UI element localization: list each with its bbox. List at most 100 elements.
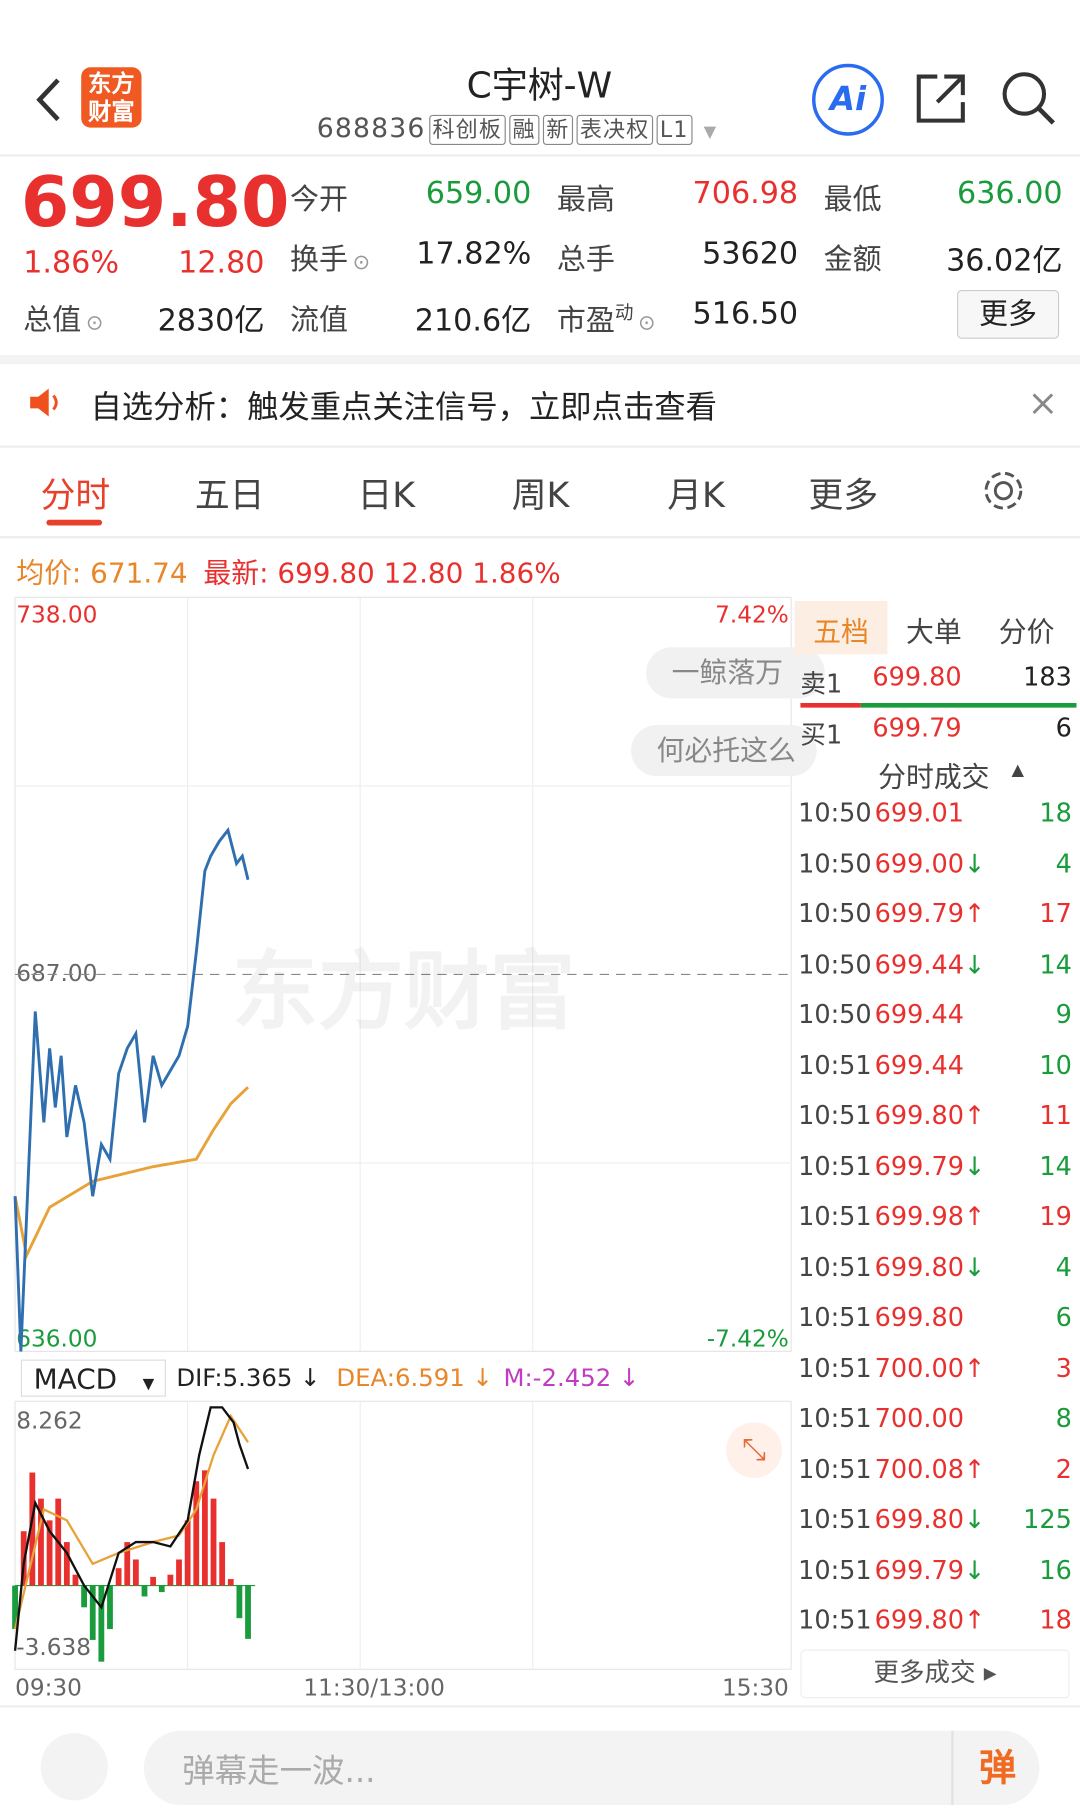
trade-volume: 18 [1039,1606,1072,1636]
label: 总值 [23,302,82,337]
info-line: 均价: 671.74 最新: 699.80 12.80 1.86% [16,550,560,591]
ai-button[interactable]: Ai [812,63,884,136]
y-tick-label: 8.262 [16,1408,82,1435]
close-button[interactable] [1030,391,1056,417]
change-value: 12.80 [383,556,464,590]
trade-price: 700.08↑ [874,1455,986,1485]
field-label: 流值 [290,302,349,337]
speaker-icon [30,388,58,417]
stock-code: 688836 科创板融新表决权 L1 ▼ [316,113,718,146]
macd-bar [29,1472,36,1586]
tab[interactable]: 月K [667,475,725,517]
code: 688836 [316,113,426,144]
trade-time: 10:50 [798,799,872,829]
macd-bar [107,1585,113,1630]
tab[interactable]: 更多 [808,475,879,517]
side-tab[interactable]: 大单 [905,615,962,649]
trade-price: 699.80↓ [874,1505,986,1535]
tab[interactable]: 分时 [40,475,111,517]
field-label: 总手 [556,242,615,277]
back-button[interactable] [32,77,64,123]
trade-row: 10:51 699.80↑ 11 [798,1102,1072,1137]
trade-arrow: ↑ [963,1455,986,1485]
trade-time: 10:51 [798,1102,872,1132]
trade-volume: 18 [1039,799,1072,829]
book-volume: 183 [1023,663,1072,693]
trade-time: 10:51 [798,1253,872,1283]
comment-icon[interactable] [40,1733,108,1801]
expand-button[interactable]: ⤡ [726,1422,782,1478]
logo[interactable]: 东方财富 [81,67,142,128]
more-trades-button[interactable]: 更多成交 ▸ [800,1649,1070,1699]
trade-price: 699.44↓ [874,950,986,980]
avg-label: 均价: [16,556,82,590]
field-label: 换手 ⊙ [290,242,371,277]
macd-bar [210,1498,217,1586]
trade-time: 10:51 [798,1152,872,1182]
tag: 科创板 [428,114,506,146]
macd-bar [236,1585,243,1619]
tags: 科创板融新表决权 L1 [426,114,693,146]
field-label: 最高 [556,182,615,216]
trade-row: 10:50 699.44 9 [798,1001,1072,1036]
trade-volume: 4 [1055,1253,1072,1283]
y-tick-label: -3.638 [16,1634,91,1661]
divider [0,445,1080,448]
settings-button[interactable] [980,467,1026,513]
trade-time: 10:51 [798,1505,872,1535]
trade-row: 10:51 700.00↑ 3 [798,1354,1072,1389]
share-button[interactable] [914,72,970,125]
book-side: 卖1 [800,670,843,700]
more-button[interactable]: 更多 [957,290,1060,339]
watermark: 东方财富 [232,941,576,1042]
trade-volume: 2 [1055,1455,1072,1485]
tab-bg [794,600,888,655]
trade-volume: 16 [1039,1556,1072,1586]
side-tab[interactable]: 分价 [998,615,1055,649]
sell-bar [800,702,861,708]
trade-price: 699.79↑ [874,900,986,930]
field-label: 今开 [290,182,349,216]
book-side: 买1 [800,721,843,751]
last-label: 最新: [203,556,269,590]
placeholder: 弹幕走一波... [182,1751,376,1790]
danmaku-button[interactable]: 弹 [951,1730,1041,1806]
trade-price: 699.79↓ [874,1152,986,1182]
trade-time: 10:50 [798,849,872,879]
book-volume: 6 [1055,714,1072,744]
trade-time: 10:51 [798,1556,872,1586]
trade-time: 10:51 [798,1455,872,1485]
trade-price: 699.80↑ [874,1102,986,1132]
trade-volume: 4 [1055,849,1072,879]
tag: 新 [542,114,573,146]
change-pct-value: 1.86% [472,556,561,590]
macd-bar [12,1585,18,1630]
series-line [13,1406,250,1651]
trade-row: 10:50 699.00↓ 4 [798,850,1072,885]
trade-volume: 8 [1055,1404,1072,1434]
danmaku-input[interactable] [143,1730,1040,1806]
side-tab[interactable]: 五档 [813,615,869,649]
field-label: 市盈动 ⊙ [556,301,656,337]
tab[interactable]: 日K [357,475,416,517]
trade-price: 700.00 [874,1404,964,1434]
macd-bar [141,1585,148,1597]
tab[interactable]: 五日 [194,475,265,517]
trade-price: 700.00↑ [874,1354,986,1384]
macd-bar [72,1574,79,1586]
notice[interactable]: 自选分析：触发重点关注信号，立即点击查看 [90,389,717,426]
trade-arrow: ↓ [963,1253,986,1283]
tab-underline [46,519,103,526]
search-button[interactable] [1000,70,1058,128]
macd-bar [150,1576,157,1586]
trade-volume: 9 [1055,1001,1072,1031]
macd-bar [89,1585,96,1640]
tab[interactable]: 周K [511,475,570,517]
divider [0,154,1080,157]
sort-icon: ▲ [1011,760,1025,780]
x-tick-label: 15:30 [722,1675,789,1702]
indicator-selector[interactable]: MACD ▼ [20,1359,166,1397]
trade-volume: 11 [1039,1102,1072,1132]
trade-row: 10:50 699.44↓ 14 [798,951,1072,986]
